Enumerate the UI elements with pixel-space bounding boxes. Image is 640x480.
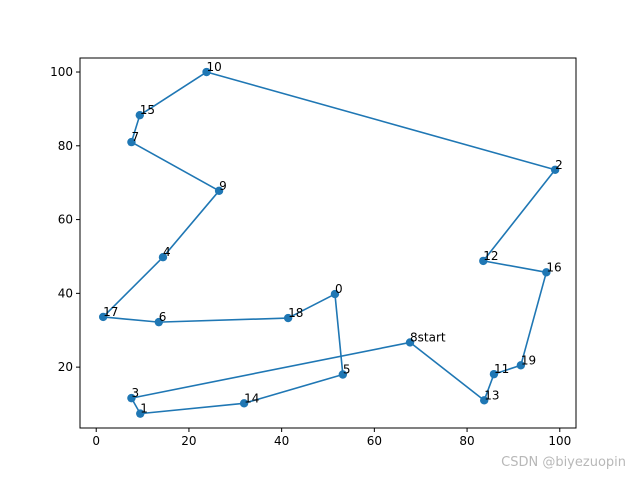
x-tick-label: 100	[548, 434, 571, 448]
route-segment	[482, 168, 556, 262]
point-label: 15	[140, 103, 155, 117]
route-segment	[130, 141, 220, 192]
point-marker	[516, 361, 526, 370]
point-label: 11	[494, 362, 509, 376]
route-segment	[102, 256, 164, 318]
point-marker	[550, 165, 560, 174]
x-tick-label: 40	[274, 434, 289, 448]
point-marker	[158, 253, 168, 262]
point-label: 12	[483, 249, 498, 263]
point-marker	[330, 289, 340, 299]
point-label: 0	[335, 282, 343, 296]
point-label: 13	[484, 388, 499, 402]
point-label: 14	[244, 391, 259, 405]
x-tick-label: 80	[459, 434, 474, 448]
route-segment	[482, 260, 548, 274]
point-marker	[489, 369, 499, 379]
route-segment	[130, 114, 141, 143]
route-segment	[243, 373, 344, 405]
route-lines	[102, 71, 556, 415]
point-label: 10	[207, 60, 222, 74]
y-tick-label: 60	[58, 213, 73, 227]
route-segment	[409, 341, 486, 402]
route-segment	[334, 293, 344, 376]
point-marker	[127, 137, 136, 147]
route-segment	[138, 71, 208, 116]
x-tick-label: 60	[367, 434, 382, 448]
y-tick-label: 80	[58, 139, 73, 153]
point-marker	[542, 268, 551, 277]
point-marker	[405, 338, 415, 347]
point-label: 6	[159, 310, 167, 324]
point-label: 4	[163, 245, 171, 259]
route-segment	[130, 341, 411, 399]
point-marker	[135, 110, 144, 120]
point-marker	[98, 312, 108, 322]
x-tick-label: 0	[92, 434, 100, 448]
point-label: 3	[131, 386, 139, 400]
point-marker	[154, 317, 164, 327]
point-marker	[338, 370, 348, 379]
route-points	[98, 67, 560, 418]
point-label: 1	[140, 402, 148, 416]
point-label: 8start	[410, 330, 446, 344]
route-segment	[162, 190, 220, 259]
point-marker	[479, 256, 488, 266]
point-marker	[202, 67, 211, 77]
point-label: 9	[219, 179, 227, 193]
y-tick-label: 20	[58, 360, 73, 374]
watermark-text: CSDN @biyezuopin	[501, 455, 626, 470]
route-segment	[102, 316, 160, 323]
x-axis-ticks: 0 20 40 60 80 100	[92, 428, 571, 448]
point-marker	[283, 313, 293, 323]
y-tick-label: 40	[58, 286, 73, 300]
y-tick-label: 100	[50, 65, 73, 79]
route-segment	[158, 317, 289, 323]
route-segment	[287, 293, 336, 319]
point-label: 5	[343, 363, 351, 377]
point-marker	[480, 396, 489, 405]
route-segment	[139, 402, 245, 415]
point-label: 18	[288, 306, 303, 320]
route-segment	[483, 373, 495, 402]
point-marker	[127, 393, 136, 403]
point-label: 7	[131, 130, 139, 144]
point-label: 16	[546, 260, 561, 274]
point-label: 2	[555, 158, 563, 172]
point-marker	[214, 186, 224, 196]
point-marker	[136, 409, 145, 418]
x-tick-label: 20	[181, 434, 196, 448]
route-segment	[205, 71, 556, 171]
route-segment	[520, 271, 548, 367]
point-label: 17	[103, 305, 118, 319]
plot-frame	[79, 57, 577, 429]
point-label: 19	[521, 353, 536, 367]
route-segment	[493, 364, 522, 375]
y-axis-ticks: 20 40 60 80 100	[50, 65, 80, 374]
point-marker	[239, 399, 249, 408]
